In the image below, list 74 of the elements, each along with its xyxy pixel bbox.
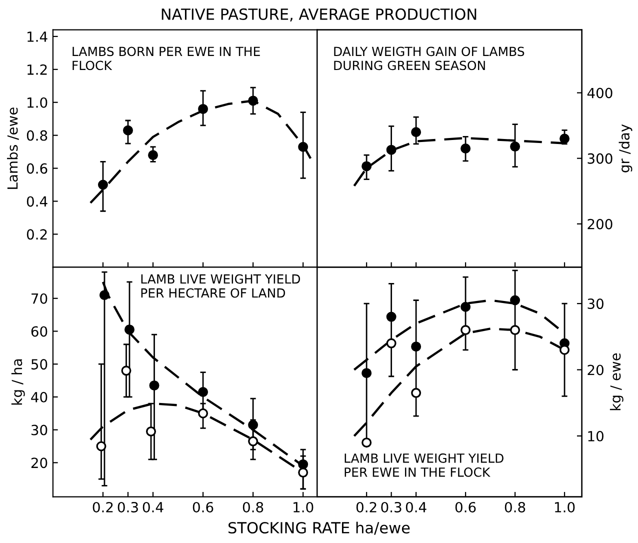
point bbox=[510, 142, 520, 152]
point bbox=[298, 468, 308, 478]
point bbox=[510, 295, 520, 306]
y-tick-label: 70 bbox=[32, 293, 48, 304]
x-tick-label: 0.3 bbox=[381, 502, 402, 512]
annotation: DAILY WEIGTH GAIN OF LAMBS DURING GREEN SEASON bbox=[334, 46, 524, 70]
point bbox=[560, 134, 570, 144]
point bbox=[148, 150, 158, 160]
point bbox=[298, 142, 308, 152]
point bbox=[124, 324, 134, 335]
y-tick-label: 50 bbox=[31, 359, 48, 370]
y2-tick-label: 200 bbox=[588, 218, 612, 230]
annotation: LAMBS BORN PER EWE IN THE FLOCK bbox=[72, 46, 260, 70]
point bbox=[298, 459, 308, 470]
y-tick-label: 0.8 bbox=[26, 130, 48, 141]
point bbox=[460, 144, 471, 154]
point bbox=[362, 161, 372, 172]
point bbox=[386, 312, 396, 322]
annotation: LAMB LIVE WEIGHT YIELD PER EWE IN THE FLOCK bbox=[344, 453, 504, 477]
point bbox=[149, 380, 160, 390]
point bbox=[411, 342, 422, 352]
y2-tick-label: 300 bbox=[588, 153, 612, 164]
y2-tick-label: 400 bbox=[587, 88, 612, 98]
x-tick-label: 0.4 bbox=[142, 502, 164, 512]
y-tick-label: 0.4 bbox=[26, 196, 48, 207]
y-tick-label: 0.2 bbox=[26, 229, 47, 240]
point bbox=[248, 96, 258, 106]
annotation: LAMB LIVE WEIGHT YIELD PER HECTARE OF LAND bbox=[141, 274, 300, 298]
y2-axis-title: kg / ewe bbox=[610, 353, 624, 410]
y-axis-title: kg / ha bbox=[11, 359, 25, 405]
point bbox=[362, 438, 372, 448]
y2-tick-label: 30 bbox=[588, 298, 604, 310]
y-tick-label: 60 bbox=[31, 326, 48, 337]
point bbox=[460, 325, 471, 336]
point bbox=[146, 426, 156, 436]
y2-axis-title: gr /day bbox=[618, 124, 632, 172]
y2-tick-label: 20 bbox=[588, 364, 604, 376]
point bbox=[460, 302, 471, 312]
y2-tick-label: 10 bbox=[588, 430, 604, 442]
x-tick-label: 0.2 bbox=[92, 502, 113, 512]
point bbox=[386, 144, 396, 155]
y-tick-label: 40 bbox=[31, 392, 48, 402]
x-tick-label: 0.3 bbox=[118, 502, 138, 512]
y-tick-label: 1.2 bbox=[28, 64, 47, 75]
point bbox=[411, 127, 422, 138]
y-tick-label: 20 bbox=[31, 458, 48, 468]
point bbox=[121, 366, 132, 376]
y-axis-title: Lambs /ewe bbox=[7, 108, 19, 189]
point bbox=[248, 436, 258, 446]
y-tick-label: 30 bbox=[31, 424, 48, 436]
x-tick-label: 0.8 bbox=[504, 502, 526, 512]
point bbox=[122, 125, 133, 136]
x-tick-label: 0.2 bbox=[356, 502, 376, 512]
x-axis-title: STOCKING RATE ha/ewe bbox=[228, 522, 410, 535]
x-tick-label: 1.0 bbox=[555, 502, 575, 512]
point bbox=[411, 388, 422, 398]
x-tick-label: 0.6 bbox=[192, 502, 214, 512]
point bbox=[198, 408, 208, 418]
x-tick-label: 0.6 bbox=[455, 502, 476, 512]
x-tick-label: 1.0 bbox=[294, 502, 314, 512]
point bbox=[198, 104, 208, 114]
y-tick-label: 0.6 bbox=[26, 163, 48, 174]
y-tick-label: 1.4 bbox=[28, 32, 48, 42]
point bbox=[386, 338, 396, 348]
x-tick-label: 0.4 bbox=[406, 502, 426, 512]
y-tick-label: 1.0 bbox=[28, 97, 48, 108]
point bbox=[510, 325, 520, 336]
point bbox=[98, 180, 108, 190]
point bbox=[99, 290, 110, 300]
point bbox=[96, 441, 106, 452]
point bbox=[198, 387, 208, 398]
chart-title: NATIVE PASTURE, AVERAGE PRODUCTION bbox=[162, 8, 476, 22]
point bbox=[362, 368, 372, 378]
x-tick-label: 0.8 bbox=[242, 502, 264, 512]
